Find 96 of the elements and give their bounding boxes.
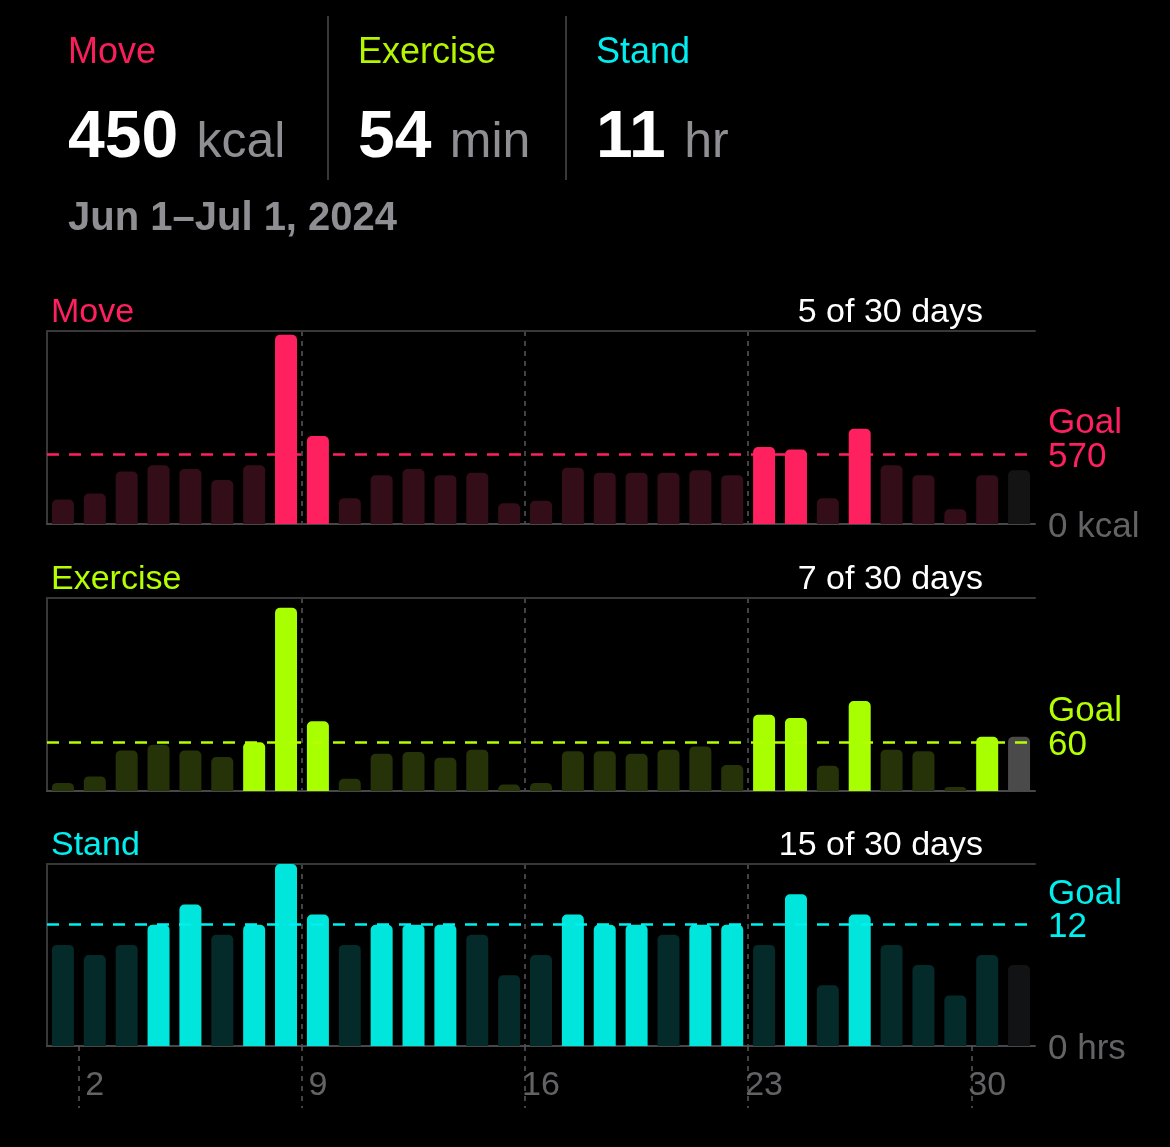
bar bbox=[370, 475, 393, 524]
bar bbox=[498, 503, 521, 524]
bar bbox=[689, 746, 712, 791]
chart-title: Exercise bbox=[51, 558, 182, 596]
bar bbox=[338, 498, 361, 524]
bar bbox=[880, 465, 903, 524]
bar bbox=[466, 472, 489, 524]
bar bbox=[211, 480, 234, 524]
bar bbox=[466, 934, 489, 1046]
bar bbox=[306, 914, 329, 1046]
bar bbox=[147, 744, 170, 791]
bar bbox=[338, 944, 361, 1046]
bar bbox=[816, 765, 839, 791]
bar bbox=[466, 749, 489, 791]
bar bbox=[912, 751, 935, 791]
y-tick-label: 0 hrs bbox=[1048, 1026, 1126, 1066]
bar bbox=[1008, 965, 1031, 1046]
bar bbox=[944, 509, 967, 524]
bar bbox=[402, 752, 425, 791]
bar bbox=[912, 965, 935, 1046]
bar bbox=[753, 944, 776, 1046]
bar bbox=[211, 756, 234, 791]
category-label: Move bbox=[68, 30, 157, 72]
bar bbox=[784, 894, 807, 1046]
bar bbox=[243, 465, 266, 524]
bar bbox=[593, 472, 616, 524]
bar bbox=[689, 924, 712, 1046]
bar bbox=[657, 472, 680, 524]
x-tick-label: 2 bbox=[85, 1064, 105, 1102]
bar bbox=[657, 934, 680, 1046]
bar bbox=[115, 944, 138, 1046]
bar bbox=[147, 924, 170, 1046]
bar bbox=[530, 500, 552, 524]
bar bbox=[147, 465, 170, 524]
chart-subtitle: 15 of 30 days bbox=[778, 824, 984, 862]
bar bbox=[243, 924, 266, 1046]
bar bbox=[179, 750, 202, 791]
bar bbox=[115, 750, 138, 791]
bar bbox=[211, 934, 234, 1046]
chart-subtitle: 5 of 30 days bbox=[797, 291, 984, 329]
bar bbox=[816, 498, 839, 524]
data-label: 54 min bbox=[358, 97, 531, 171]
text: Jun 1–Jul 1, 2024 bbox=[68, 194, 398, 239]
x-tick-label: 9 bbox=[308, 1064, 328, 1102]
bar bbox=[880, 749, 903, 791]
bar bbox=[51, 499, 74, 524]
bar bbox=[275, 864, 298, 1046]
category-label: Exercise bbox=[358, 30, 497, 72]
bar bbox=[83, 493, 106, 524]
bar bbox=[498, 975, 521, 1046]
bar bbox=[83, 776, 106, 791]
bar bbox=[370, 753, 393, 791]
bar bbox=[625, 472, 648, 524]
chart-title: Stand bbox=[51, 824, 140, 862]
chart-title: Move bbox=[51, 291, 135, 329]
y-tick-label: 0 kcal bbox=[1048, 504, 1140, 544]
bar bbox=[689, 470, 712, 524]
x-tick-label: 23 bbox=[745, 1064, 784, 1102]
bar bbox=[402, 469, 425, 524]
bar bbox=[561, 751, 584, 791]
bar bbox=[1008, 470, 1031, 524]
data-label: 11 hr bbox=[596, 97, 729, 171]
category-label: Stand bbox=[596, 30, 691, 72]
bar bbox=[848, 914, 871, 1046]
bar bbox=[179, 469, 202, 524]
bar bbox=[657, 749, 680, 791]
bar bbox=[179, 904, 202, 1046]
bar bbox=[434, 475, 457, 524]
bar bbox=[434, 924, 457, 1046]
bar bbox=[530, 955, 552, 1046]
bar bbox=[976, 955, 999, 1046]
bar bbox=[338, 778, 361, 791]
x-tick-label: 30 bbox=[968, 1064, 1007, 1102]
bar bbox=[115, 471, 138, 524]
bar bbox=[561, 467, 584, 524]
chart-subtitle: 7 of 30 days bbox=[797, 558, 984, 596]
bar bbox=[370, 924, 393, 1046]
bar bbox=[880, 944, 903, 1046]
bar bbox=[402, 924, 425, 1046]
bar bbox=[625, 924, 648, 1046]
bar bbox=[593, 924, 616, 1046]
bar bbox=[944, 995, 967, 1046]
bar bbox=[721, 475, 744, 524]
bar bbox=[816, 985, 839, 1046]
bar bbox=[912, 475, 935, 524]
bar bbox=[434, 757, 457, 791]
bar bbox=[721, 924, 744, 1046]
bar bbox=[976, 475, 999, 524]
data-label: 450 kcal bbox=[68, 97, 286, 171]
bar bbox=[721, 765, 744, 791]
bar bbox=[51, 944, 74, 1046]
x-tick-label: 16 bbox=[522, 1064, 560, 1102]
bar bbox=[625, 753, 648, 791]
bar bbox=[561, 914, 584, 1046]
bar bbox=[83, 955, 106, 1046]
bar bbox=[593, 751, 616, 791]
